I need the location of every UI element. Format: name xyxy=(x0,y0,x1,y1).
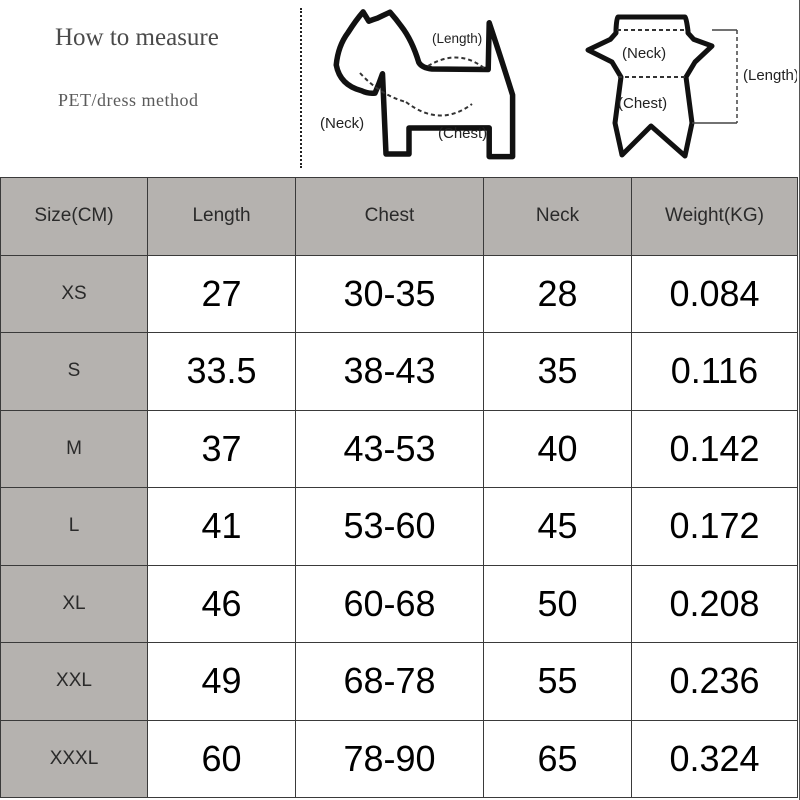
svg-text:(Length): (Length) xyxy=(432,31,482,46)
svg-text:(Neck): (Neck) xyxy=(320,115,364,132)
svg-text:(Chest): (Chest) xyxy=(438,125,487,142)
svg-text:(Chest): (Chest) xyxy=(618,95,667,112)
svg-text:(Neck): (Neck) xyxy=(622,45,666,62)
svg-text:(Length): (Length) xyxy=(743,67,797,84)
